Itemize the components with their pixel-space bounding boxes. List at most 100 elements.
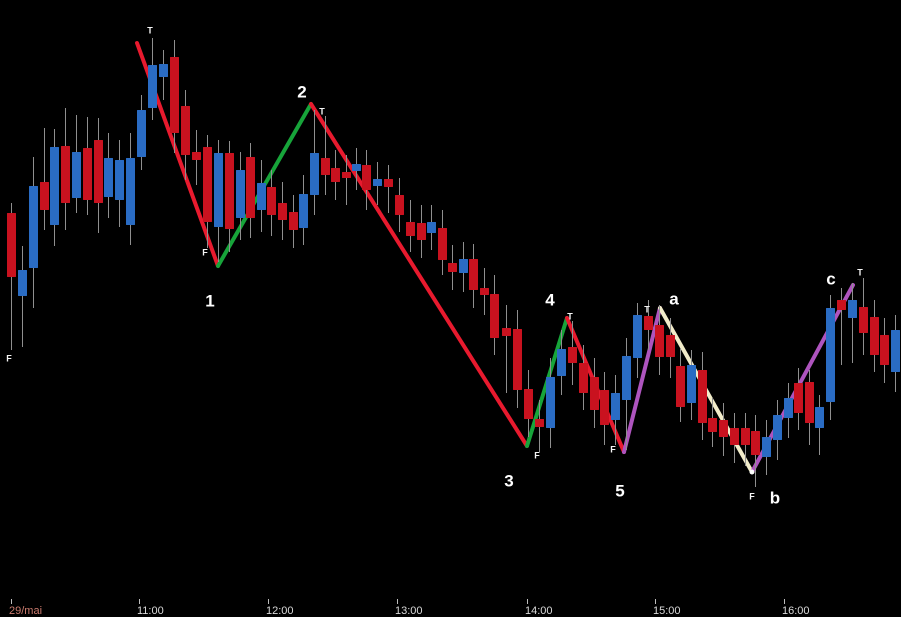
candle-body-down [60,146,70,203]
time-axis-label: 13:00 [395,605,423,617]
top-marker: T [319,106,325,117]
candle-body-down [740,428,750,445]
top-marker: T [147,25,153,36]
candle-body-down [341,172,351,178]
candle-body-up [298,194,308,228]
candle-body-down [320,158,330,175]
time-axis-label: 14:00 [525,605,553,617]
candle-body-down [416,223,426,240]
candle-body-up [235,170,245,218]
candle-wick [21,246,23,347]
candle-body-up [847,300,857,318]
time-axis-label: 15:00 [653,605,681,617]
time-axis-tick [527,599,528,604]
candle-body-down [330,168,340,182]
candle-body-up [49,147,59,225]
candle-body-down [191,152,201,160]
candle-body-up [256,183,266,210]
candle-body-down [654,325,664,357]
candle-body-up [621,356,631,400]
time-axis-label: 16:00 [782,605,810,617]
candle-body-up [114,160,124,200]
candle-body-down [793,383,803,413]
time-axis-label: 12:00 [266,605,294,617]
candle-body-down [169,57,179,133]
time-axis-tick [268,599,269,604]
candle-body-up [783,398,793,418]
candle-body-up [351,164,361,171]
candle-body-up [103,158,113,197]
wave-label-c: c [826,269,836,289]
time-axis-date-label: 29/mai [9,605,43,617]
candle-body-down [93,140,103,203]
wave-2-to-3-line [309,102,529,448]
candle-body-down [707,418,717,432]
candle-body-up [761,437,771,457]
candle-body-up [814,407,824,428]
bottom-marker: F [534,450,540,461]
wave-label-a: a [669,289,679,309]
candle-body-down [697,370,707,423]
candle-body-down [277,203,287,220]
candle-body-down [599,390,609,425]
candle-body-down [361,165,371,190]
candle-body-down [245,157,255,218]
candle-body-up [825,308,835,402]
candle-body-up [372,179,382,186]
bottom-marker: F [749,491,755,502]
candle-body-down [501,328,511,336]
candle-body-down [437,228,447,260]
wave-label-3: 3 [504,471,514,491]
candle-wick [505,305,507,393]
candle-body-down [523,389,533,419]
top-marker: T [644,304,650,315]
candle-body-down [405,222,415,236]
candle-body-down [266,187,276,215]
bottom-marker: F [610,444,616,455]
candle-body-up [545,377,555,428]
candle-body-down [288,212,298,230]
candle-body-down [6,213,16,277]
candle-body-down [534,419,544,427]
candle-body-down [578,363,588,393]
bottom-marker: F [202,247,208,258]
candle-body-down [468,259,478,290]
time-axis-tick [11,599,12,604]
wave-label-4: 4 [545,290,555,310]
candle-body-down [82,148,92,200]
candle-body-up [147,65,157,108]
candle-body-up [610,393,620,420]
candle-wick [840,288,842,365]
wave-label-2: 2 [297,82,307,102]
candle-body-down [39,182,49,210]
candle-body-up [125,158,135,225]
candle-body-down [718,420,728,437]
time-axis-tick [397,599,398,604]
candle-body-up [71,152,81,198]
candle-body-up [28,186,38,268]
bottom-marker: F [6,353,12,364]
candle-body-up [772,415,782,440]
time-axis-label: 11:00 [137,605,164,617]
line-junction-dot [749,469,755,475]
candle-body-up [213,153,223,227]
wave-label-5: 5 [615,481,625,501]
candle-body-down [858,307,868,333]
top-marker: T [857,267,863,278]
top-marker: T [567,311,573,322]
wave-label-b: b [769,488,781,508]
candle-body-down [512,329,522,390]
candle-wick [324,116,326,195]
candle-body-up [426,222,436,233]
candle-body-down [180,106,190,155]
candle-body-down [383,179,393,187]
candle-body-down [567,347,577,363]
candle-wick [43,128,45,230]
candle-body-up [632,315,642,358]
candle-body-down [224,153,234,229]
candle-body-down [879,335,889,365]
candle-body-down [479,288,489,295]
candle-body-up [158,64,168,77]
